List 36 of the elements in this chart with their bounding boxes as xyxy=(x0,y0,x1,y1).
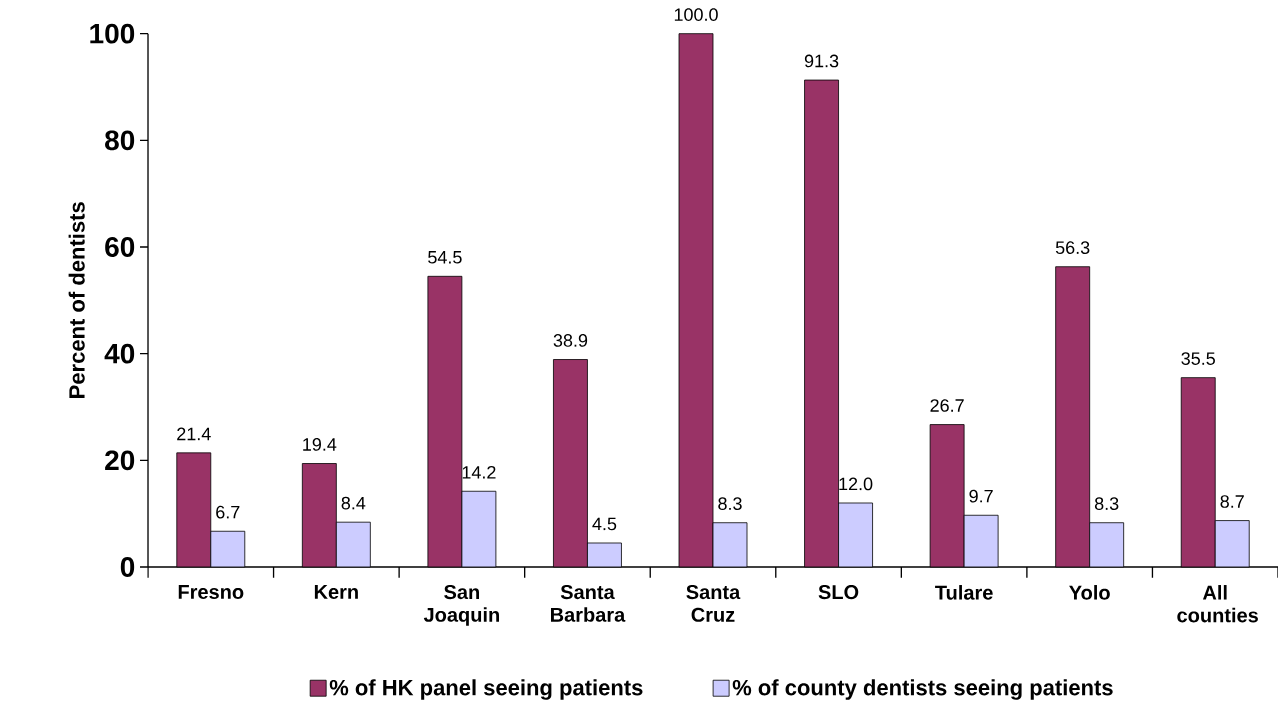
data-label: 8.3 xyxy=(718,497,742,510)
data-label: 4.5 xyxy=(592,517,617,531)
data-label: 19.4 xyxy=(303,438,337,451)
x-tick-label: Yolo xyxy=(1069,585,1110,600)
x-tick-label: Santa Barbara xyxy=(550,585,626,622)
x-tick-label: San Joaquin xyxy=(423,585,499,626)
data-label: 35.5 xyxy=(1181,352,1215,365)
data-label: 14.2 xyxy=(462,465,496,479)
data-label: 8.4 xyxy=(341,496,366,510)
data-label: 26.7 xyxy=(930,399,964,412)
y-tick-label: 100 xyxy=(90,23,135,44)
x-tick-label: All counties xyxy=(1177,585,1258,623)
data-label: 21.4 xyxy=(177,427,211,441)
y-tick-label: 0 xyxy=(120,557,135,577)
x-tick-label: Kern xyxy=(314,585,358,599)
y-tick-label: 20 xyxy=(105,450,135,471)
data-label: 12.0 xyxy=(839,477,873,491)
x-tick-label: Tulare xyxy=(935,585,993,600)
legend-label: % of HK panel seeing patients xyxy=(329,679,643,700)
data-label: 6.7 xyxy=(216,505,240,519)
x-tick-label: Fresno xyxy=(178,585,244,599)
x-tick-label: SLO xyxy=(818,585,859,600)
data-label: 56.3 xyxy=(1055,241,1090,254)
data-label: 38.9 xyxy=(553,334,588,347)
y-tick-label: 40 xyxy=(104,343,135,364)
y-tick-label: 60 xyxy=(105,237,135,257)
y-tick-label: 80 xyxy=(105,130,135,151)
data-label: 91.3 xyxy=(804,54,839,68)
legend-label: % of county dentists seeing patients xyxy=(732,679,1113,700)
x-tick-label: Santa Cruz xyxy=(686,585,741,622)
y-axis-title: Percent of dentists xyxy=(68,202,85,398)
data-label: 54.5 xyxy=(428,251,462,264)
data-label: 9.7 xyxy=(969,489,993,503)
data-label: 8.3 xyxy=(1094,497,1119,510)
data-label: 8.7 xyxy=(1220,495,1244,508)
data-label: 100.0 xyxy=(674,8,718,21)
